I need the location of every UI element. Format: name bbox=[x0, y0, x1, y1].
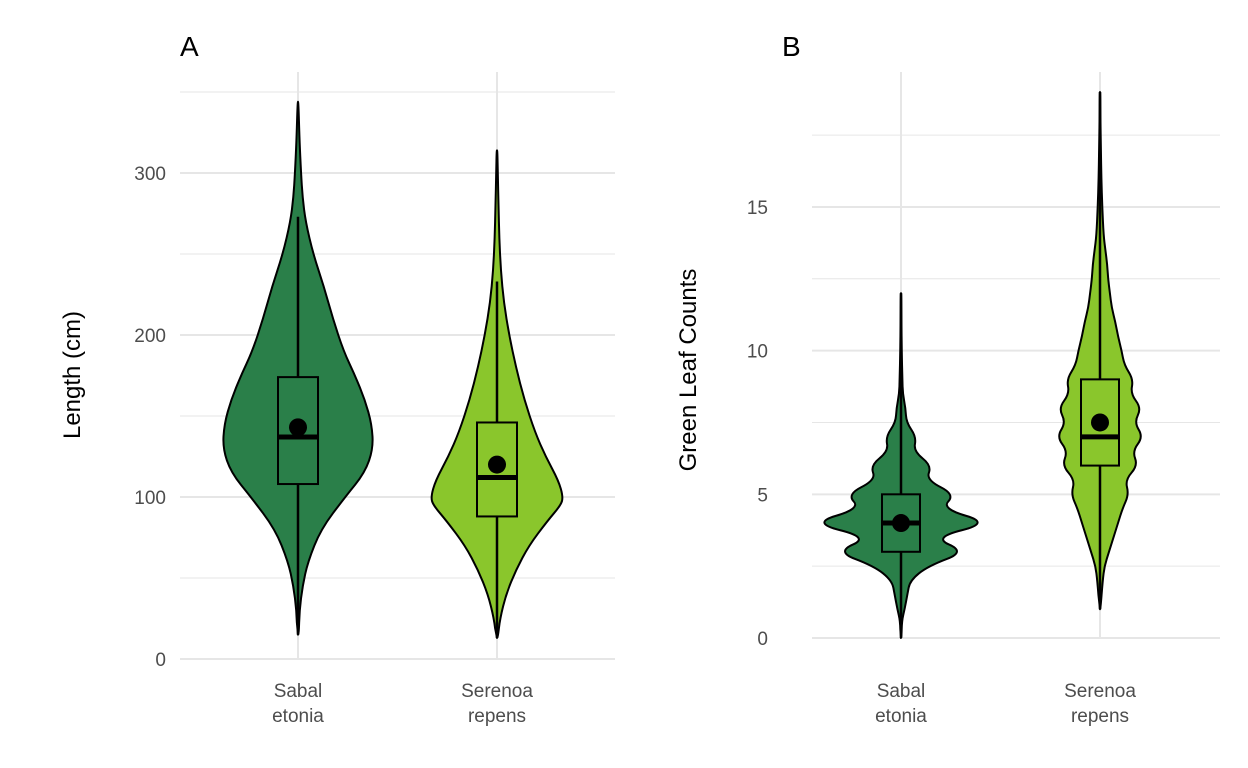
violin-group-sabal-etonia: Sabal etonia bbox=[823, 292, 979, 727]
panel-b: 0 5 10 15 B Green Leaf Counts Sabal etonia Seren… bbox=[675, 31, 1220, 727]
x-category-label: repens bbox=[468, 706, 526, 727]
x-category-label: Sabal bbox=[877, 681, 926, 702]
violin-group-serenoa-repens: Serenoa repens bbox=[1058, 91, 1142, 727]
y-tick-label: 0 bbox=[757, 629, 768, 650]
mean-point bbox=[488, 455, 506, 474]
mean-point bbox=[1091, 413, 1109, 432]
x-category-label: etonia bbox=[272, 706, 324, 727]
mean-point bbox=[289, 418, 307, 437]
panel-a: 0 100 200 300 A Length (cm) Sabal etonia Serenoa… bbox=[59, 31, 615, 727]
y-tick-label: 5 bbox=[757, 485, 768, 506]
y-axis-label: Length (cm) bbox=[59, 311, 86, 439]
y-tick-label: 200 bbox=[134, 326, 166, 347]
mean-point bbox=[892, 514, 910, 533]
x-category-label: Sabal bbox=[274, 681, 323, 702]
x-category-label: Serenoa bbox=[461, 681, 533, 702]
x-category-label: repens bbox=[1071, 706, 1129, 727]
x-category-label: etonia bbox=[875, 706, 927, 727]
panel-tag: B bbox=[782, 31, 801, 62]
violin-group-sabal-etonia: Sabal etonia bbox=[222, 100, 374, 727]
y-tick-label: 10 bbox=[747, 342, 768, 363]
panel-tag: A bbox=[180, 31, 199, 62]
y-tick-label: 100 bbox=[134, 488, 166, 509]
y-axis-label: Green Leaf Counts bbox=[675, 269, 702, 472]
y-tick-label: 15 bbox=[747, 198, 768, 219]
x-category-label: Serenoa bbox=[1064, 681, 1136, 702]
violin-group-serenoa-repens: Serenoa repens bbox=[430, 149, 564, 727]
y-tick-label: 0 bbox=[155, 650, 166, 671]
y-tick-label: 300 bbox=[134, 164, 166, 185]
